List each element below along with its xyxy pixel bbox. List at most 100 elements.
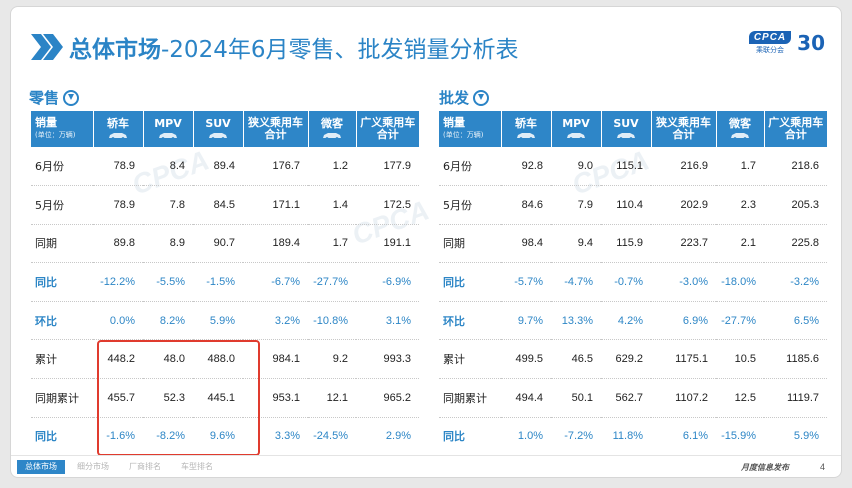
row-label: 同比 [443,276,465,290]
table-cell: 3.1% [385,314,411,327]
table-cell: 9.7% [517,314,543,327]
column-header-text: 轿车 [107,117,129,130]
footer-tab[interactable]: 细分市场 [77,462,109,471]
table-cell: 5.9% [793,430,819,443]
column-header-text: 轿车 [515,117,537,130]
table-cell: 172.5 [383,198,411,211]
table-cell: 78.9 [113,160,135,173]
table-row: 同期累计 494.4 50.1 562.7 1107.2 12.5 1119.7 [439,379,827,418]
table-row: 5月份 78.9 7.8 84.5 171.1 1.4 172.5 [31,186,419,225]
table-cell: 191.1 [383,237,411,250]
table-cell: 9.2 [332,353,348,366]
table-cell: 2.3 [740,198,756,211]
table-cell: 223.7 [680,237,708,250]
page-title-rest: -2024年6月零售、批发销量分析表 [161,37,519,63]
row-label: 6月份 [443,160,472,174]
table-cell: 448.2 [107,353,135,366]
column-header-text: SUV [613,117,639,130]
row-label: 累计 [35,353,57,367]
table-cell: 993.3 [383,353,411,366]
table-cell: 9.6% [209,430,235,443]
column-header-text: 合计 [264,128,287,141]
table-row: 环比 9.7% 13.3% 4.2% 6.9% -27.7% 6.5% [439,301,827,340]
footer-tab[interactable]: 车型排名 [181,462,213,471]
column-header: MPV [551,111,602,147]
footer-tab[interactable]: 厂商排名 [129,462,161,471]
row-label: 同期 [35,237,57,251]
table-header-row: 销量 (单位：万辆) 轿车 MPV SUV 狭义乘用车 合计 微客 广义乘用车 合计 [31,111,419,147]
vehicle-icon [731,133,749,140]
column-header-text: 合计 [672,128,695,141]
table-cell: 1119.7 [786,391,819,404]
table-cell: 115.9 [616,237,643,250]
table-row: 同比 1.0% -7.2% 11.8% 6.1% -15.9% 5.9% [439,417,827,456]
wholesale-table: 销量 (单位：万辆) 轿车 MPV SUV 狭义乘用车 合计 微客 广义乘用车 合计 6月份 9… [439,111,827,456]
table-cell: -1.5% [206,276,235,289]
table-row: 6月份 78.9 8.4 89.4 176.7 1.2 177.9 [31,147,419,186]
vehicle-icon [567,133,585,140]
table-cell: 6.1% [682,430,708,443]
page-number: 4 [819,462,825,472]
table-cell: 50.1 [571,391,593,404]
table-cell: -24.5% [313,430,348,443]
column-header-text: MPV [562,117,590,130]
table-cell: 562.7 [615,391,643,404]
table-cell: 216.9 [680,160,708,173]
table-cell: 494.4 [515,391,543,404]
table-cell: 98.4 [521,237,543,250]
table-cell: 205.3 [791,198,819,211]
column-header: SUV [601,111,652,147]
table-cell: -27.7% [721,314,756,327]
table-cell: -5.5% [156,276,185,289]
column-header: 轿车 [93,111,144,147]
table-cell: -1.6% [106,430,135,443]
row-label: 环比 [443,314,465,328]
slide: 总体市场-2024年6月零售、批发销量分析表 CPCA 乘联分会 30 CPCA… [10,6,842,478]
column-header: MPV [143,111,194,147]
table-cell: 46.5 [571,353,593,366]
table-cell: 176.7 [272,160,300,173]
table-row: 同期 89.8 8.9 90.7 189.4 1.7 191.1 [31,224,419,263]
table-cell: 455.7 [107,391,135,404]
vehicle-icon [159,133,177,140]
table-cell: 12.5 [734,391,756,404]
row-label: 累计 [443,353,465,367]
vehicle-icon [109,133,127,140]
table-cell: 92.8 [521,160,543,173]
table-cell: 189.4 [272,237,300,250]
table-cell: -7.2% [564,430,593,443]
table-row: 累计 499.5 46.5 629.2 1175.1 10.5 1185.6 [439,340,827,379]
table-cell: 629.2 [615,353,643,366]
column-header: 微客 [308,111,357,147]
table-cell: 89.4 [213,160,235,173]
row-label: 同期累计 [443,391,487,405]
table-cell: 488.0 [207,353,235,366]
footer-tab[interactable]: 总体市场 [17,460,65,474]
table-cell: 11.8% [612,430,643,443]
down-arrow-circle-icon [473,89,490,106]
table-cell: 3.2% [274,314,300,327]
table-cell: 89.8 [113,237,135,250]
table-cell: 6.9% [682,314,708,327]
column-header-text: 合计 [376,128,399,141]
table-cell: 984.1 [272,353,300,366]
table-cell: -4.7% [564,276,593,289]
table-cell: -3.2% [790,276,819,289]
corner-sub: (单位：万辆) [35,131,76,139]
table-cell: 4.2% [617,314,643,327]
table-cell: 12.1 [326,391,348,404]
anniversary-logo: 30 [797,31,825,55]
table-cell: 7.8 [169,198,185,211]
table-row: 5月份 84.6 7.9 110.4 202.9 2.3 205.3 [439,186,827,225]
highlight-box [97,340,260,456]
column-header-text: 广义乘用车 [768,116,824,129]
table-cell: 115.1 [616,160,643,173]
vehicle-icon [209,133,227,140]
table-cell: 78.9 [113,198,135,211]
table-cell: 10.5 [734,353,756,366]
vehicle-icon [323,133,341,140]
row-label: 5月份 [35,198,64,212]
table-cell: 218.6 [791,160,819,173]
row-label: 同比 [35,430,57,444]
table-row: 同比 -12.2% -5.5% -1.5% -6.7% -27.7% -6.9% [31,263,419,302]
